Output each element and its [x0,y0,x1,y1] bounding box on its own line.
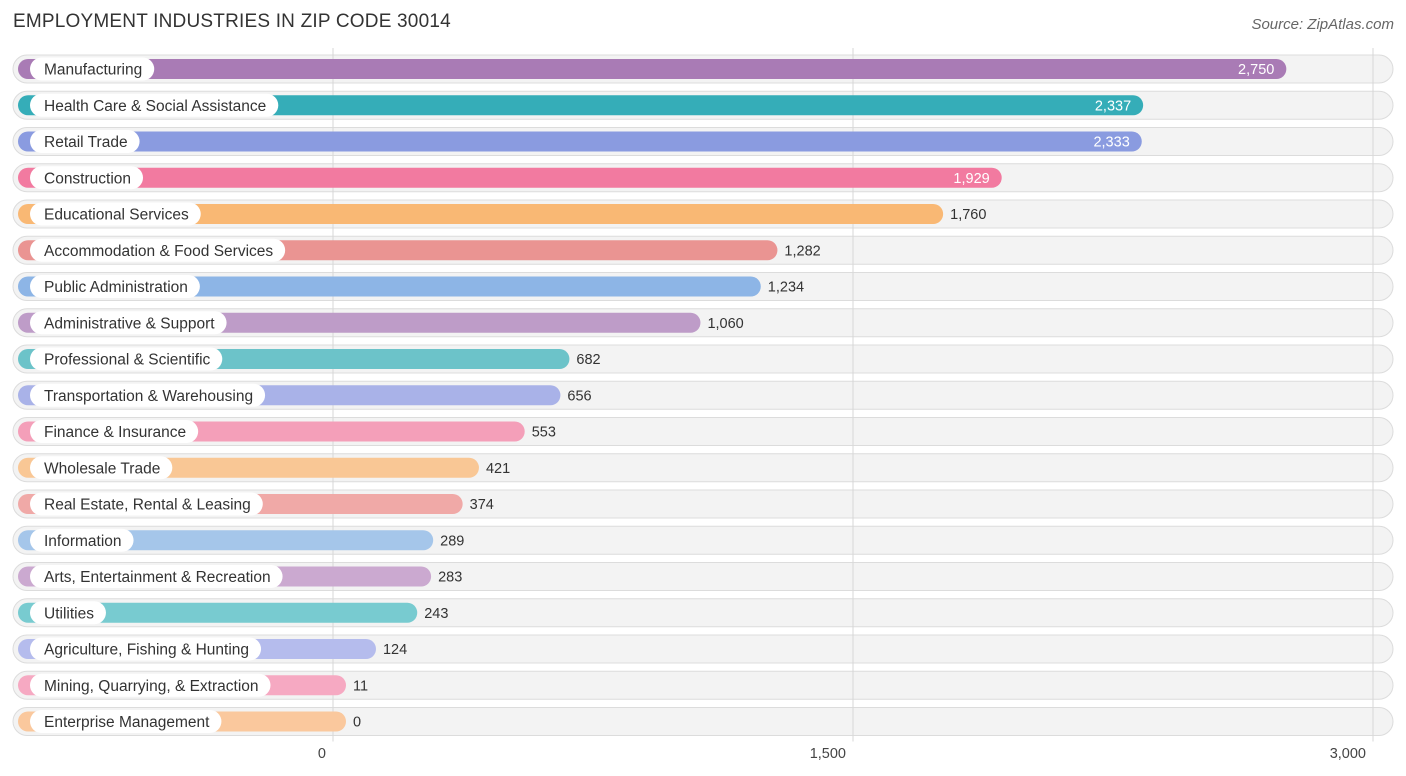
value-label: 283 [438,570,462,586]
bar [18,276,761,297]
value-label: 374 [470,497,494,513]
category-label-pill [30,347,223,371]
value-label: 2,750 [1238,62,1274,78]
category-label-pill [30,202,201,226]
category-label: Transportation & Warehousing [44,388,253,405]
value-label: 243 [424,606,448,622]
value-label: 553 [532,425,556,441]
category-label-pill [30,93,279,117]
x-tick-label: 0 [318,746,326,762]
category-label: Administrative & Support [44,315,215,332]
category-label-pill [30,601,106,625]
category-label-pill [30,130,140,153]
category-label-pill [30,673,271,697]
bar [18,131,1142,152]
value-label: 1,760 [950,207,986,223]
category-label: Construction [44,170,131,187]
category-label: Real Estate, Rental & Leasing [44,497,251,514]
value-label: 421 [486,461,510,477]
category-label-pill [30,166,144,190]
category-label-pill [30,637,262,661]
category-label: Mining, Quarrying, & Extraction [44,678,259,695]
chart-title: EMPLOYMENT INDUSTRIES IN ZIP CODE 30014 [13,11,451,32]
category-label-pill [30,492,263,516]
value-label: 2,337 [1095,98,1131,114]
category-label: Wholesale Trade [44,460,160,477]
category-label-pill [30,565,283,588]
category-label-pill [30,528,134,552]
bar [18,167,1002,188]
category-label: Agriculture, Fishing & Hunting [44,642,249,659]
category-label: Manufacturing [44,62,142,79]
value-label: 656 [567,388,591,404]
category-label-pill [30,710,222,733]
category-label: Educational Services [44,207,189,224]
value-label: 0 [353,715,361,731]
bars: Manufacturing 2,750 Health Care & Social A… [18,57,1287,733]
category-label: Retail Trade [44,134,128,151]
value-label: 1,234 [768,280,804,296]
value-label: 11 [353,678,368,694]
category-label: Professional & Scientific [44,352,211,369]
bar [18,204,944,224]
category-label-pill [30,275,200,298]
category-label: Public Administration [44,279,188,296]
value-label: 289 [440,533,464,549]
x-tick-label: 1,500 [810,746,846,762]
category-label: Information [44,533,122,550]
value-label: 124 [383,642,407,658]
value-label: 1,060 [707,316,743,332]
bar [18,602,418,623]
category-label-pill [30,420,199,443]
row-background [12,670,1394,700]
x-tick-label: 3,000 [1330,746,1366,762]
bar [18,59,1287,79]
category-label: Enterprise Management [44,714,210,731]
category-label-pill [30,456,173,480]
value-label: 1,929 [953,171,989,187]
row-background [12,707,1394,736]
value-label: 682 [576,352,600,368]
category-label: Finance & Insurance [44,424,186,441]
category-label: Accommodation & Food Services [44,243,273,260]
category-label: Utilities [44,605,94,622]
category-label: Health Care & Social Assistance [44,98,266,115]
x-axis: 0 1,500 3,000 [318,746,1366,762]
category-label-pill [30,238,286,262]
category-label-pill [30,311,227,335]
value-label: 2,333 [1093,135,1129,151]
bar [18,95,1144,116]
category-label: Arts, Entertainment & Recreation [44,569,271,586]
source-note: Source: ZipAtlas.com [1251,16,1394,33]
category-label-pill [30,383,266,407]
category-label-pill [30,57,155,81]
value-label: 1,282 [784,243,820,259]
